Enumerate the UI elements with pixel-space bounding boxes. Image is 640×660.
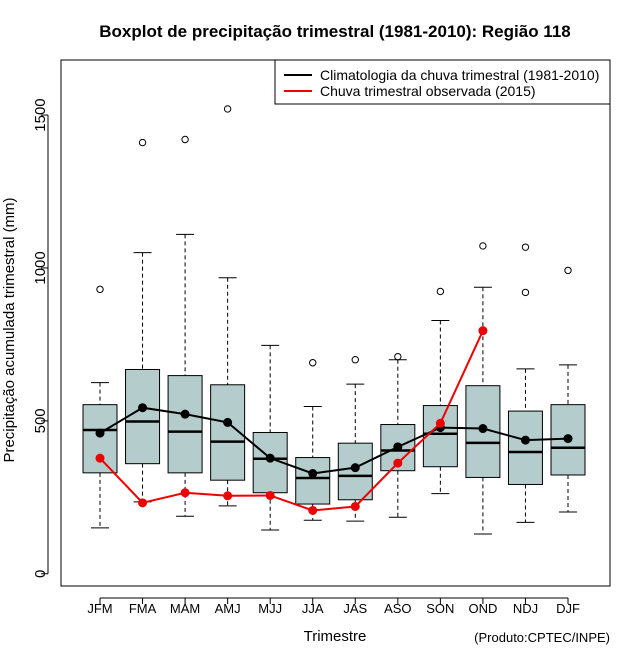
outlier-point [436,287,445,296]
x-tick-label: OND [468,601,497,616]
box-jas [337,355,373,522]
outlier-point [521,288,530,297]
x-tick-label: FMA [129,601,157,616]
x-axis: JFM FMA MAM AMJ MJJ JJA JAS ASO SON OND NDJ DJF [87,597,580,616]
observed-point [308,505,318,515]
legend-observed-label: Chuva trimestral observada (2015) [320,83,536,99]
box-mam [167,135,203,517]
x-tick-label: ASO [384,601,411,616]
x-tick-label: JFM [87,601,112,616]
outlier-point [309,359,317,367]
observed-line [99,330,484,512]
y-axis-title: Precipitação acumulada trimestral (mm) [1,197,18,462]
line-series [95,326,573,515]
box-mjj [252,344,288,531]
iqr-box [295,457,331,505]
box-son [422,287,458,495]
climatology-point [180,409,190,419]
climatology-point [308,468,318,478]
legend-box [274,59,611,105]
climatology-point [478,424,488,434]
x-tick-label: NDJ [513,601,538,616]
climatology-point [223,417,233,427]
observed-point [265,490,275,500]
observed-point [478,326,488,336]
climatology-point [138,403,148,413]
iqr-box [125,368,161,465]
climatology-line [99,406,569,475]
legend-climatology-label: Climatologia da chuva trimestral (1981-2… [320,67,599,83]
box-djf [550,266,586,513]
y-axis: 0 500 1000 1500 [32,98,49,578]
climatology-point [95,428,105,438]
box-jja [295,359,331,521]
iqr-box [167,375,203,474]
x-tick-label: MJJ [258,601,282,616]
x-tick-label: AMJ [215,601,241,616]
x-tick-label: JJA [302,601,324,616]
climatology-point [350,463,360,473]
x-axis-title: Trimestre [304,628,367,645]
box-amj [210,105,246,507]
iqr-box [507,410,543,485]
climatology-series [95,403,573,478]
observed-point [435,418,445,428]
observed-point [350,501,360,511]
legend: Climatologia da chuva trimestral (1981-2… [274,59,611,105]
observed-point [223,491,233,501]
y-tick-label: 500 [32,408,49,433]
outlier-point [181,135,189,144]
x-tick-label: DJF [556,601,580,616]
outlier-point [96,285,104,294]
chart-title: Boxplot de precipitação trimestral (1981… [99,22,570,41]
outlier-point [564,266,572,275]
climatology-point [563,434,573,444]
outlier-point [394,352,402,361]
observed-point [393,458,403,468]
x-tick-label: MAM [170,601,200,616]
climatology-point [265,453,275,463]
observed-point [180,488,190,498]
y-tick-label: 1500 [32,98,49,131]
observed-series [95,326,488,515]
observed-point [95,453,105,463]
x-tick-label: SON [426,601,454,616]
y-tick-label: 0 [32,570,49,578]
x-tick-label: JAS [343,601,367,616]
outlier-point [479,242,487,250]
observed-point [138,498,148,508]
outlier-point [521,243,530,251]
climatology-point [393,442,403,452]
climatology-point [520,435,530,445]
box-ndj [507,243,543,523]
y-tick-label: 1000 [32,251,49,284]
box-fma [125,138,161,503]
box-jfm [82,285,118,529]
credit-text: (Produto:CPTEC/INPE) [474,630,610,645]
iqr-box [422,405,458,468]
outlier-point [138,138,147,147]
box-aso [380,352,416,518]
box-ond [465,242,501,535]
outlier-point [351,355,359,364]
outlier-point [223,105,232,113]
